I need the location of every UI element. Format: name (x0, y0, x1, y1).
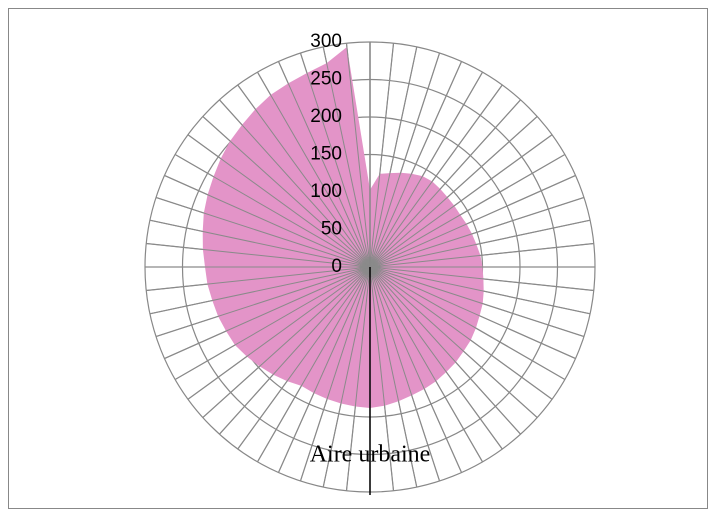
spoke-overlay (369, 52, 441, 268)
spoke-overlay (187, 134, 371, 268)
spoke-overlay (369, 46, 418, 268)
y-tick-label: 0 (331, 256, 342, 277)
spoke-overlay (369, 175, 576, 268)
spoke-overlay (369, 61, 462, 268)
spoke-overlay (202, 116, 371, 268)
spoke-overlay (369, 266, 585, 338)
spoke-overlay (146, 266, 371, 292)
spoke-overlay (322, 46, 371, 268)
spoke-overlay (369, 242, 594, 268)
radar-area (202, 47, 484, 408)
spoke-overlay (369, 99, 521, 268)
spoke-overlay (369, 266, 395, 491)
spoke-overlay (257, 266, 371, 463)
spoke-overlay (369, 266, 566, 380)
spoke-overlay (369, 266, 418, 488)
spoke-overlay (369, 266, 594, 292)
spoke-overlay (369, 266, 441, 482)
spoke-overlay (369, 71, 483, 268)
spoke-overlay (257, 71, 371, 268)
spoke-overlay (345, 43, 371, 268)
y-tick-label: 50 (321, 219, 342, 240)
spoke-overlay (369, 134, 553, 268)
spoke-overlay (278, 266, 371, 473)
spoke-overlay (237, 266, 371, 450)
spoke-overlay (369, 266, 521, 435)
y-tick-label: 150 (310, 144, 342, 165)
spoke-overlay (369, 266, 576, 359)
spoke-overlay (155, 196, 371, 268)
spoke-overlay (369, 266, 591, 315)
spoke-overlay (369, 266, 553, 400)
spoke-overlay (149, 266, 371, 315)
spoke-overlay (369, 154, 566, 268)
y-tick-label: 250 (310, 69, 342, 90)
spoke-overlay (146, 242, 371, 268)
y-tick-label: 300 (310, 31, 342, 52)
spoke-overlay (164, 266, 371, 359)
spoke-overlay (219, 266, 371, 435)
y-tick-label: 100 (310, 181, 342, 202)
spoke-overlay (187, 266, 371, 400)
spoke-overlay (369, 196, 585, 268)
spoke-overlay (299, 266, 371, 482)
spoke-overlay (369, 84, 503, 268)
spoke-overlay (164, 175, 371, 268)
spoke-overlay (299, 52, 371, 268)
spoke-overlay (369, 43, 395, 268)
spoke-overlay (345, 266, 371, 491)
spoke-overlay (369, 266, 462, 473)
spoke-overlay (155, 266, 371, 338)
spoke-overlay (237, 84, 371, 268)
spoke-overlay (278, 61, 371, 268)
labels: 0 50 100 150 200 250 300 (310, 31, 342, 277)
spoke-overlay (174, 266, 371, 380)
axis-label: Aire urbaine (310, 442, 431, 468)
spoke-overlay (202, 266, 371, 418)
spoke-overlay (369, 116, 538, 268)
spoke-overlay (369, 266, 503, 450)
spoke-overlay (219, 99, 371, 268)
spoke-overlay (369, 266, 483, 463)
spoke-overlay (369, 266, 538, 418)
marks (145, 42, 595, 492)
y-tick-label: 200 (310, 106, 342, 127)
spoke-overlay (174, 154, 371, 268)
spoke-overlay (322, 266, 371, 488)
spoke-overlay (369, 219, 591, 268)
spoke-overlay (149, 219, 371, 268)
